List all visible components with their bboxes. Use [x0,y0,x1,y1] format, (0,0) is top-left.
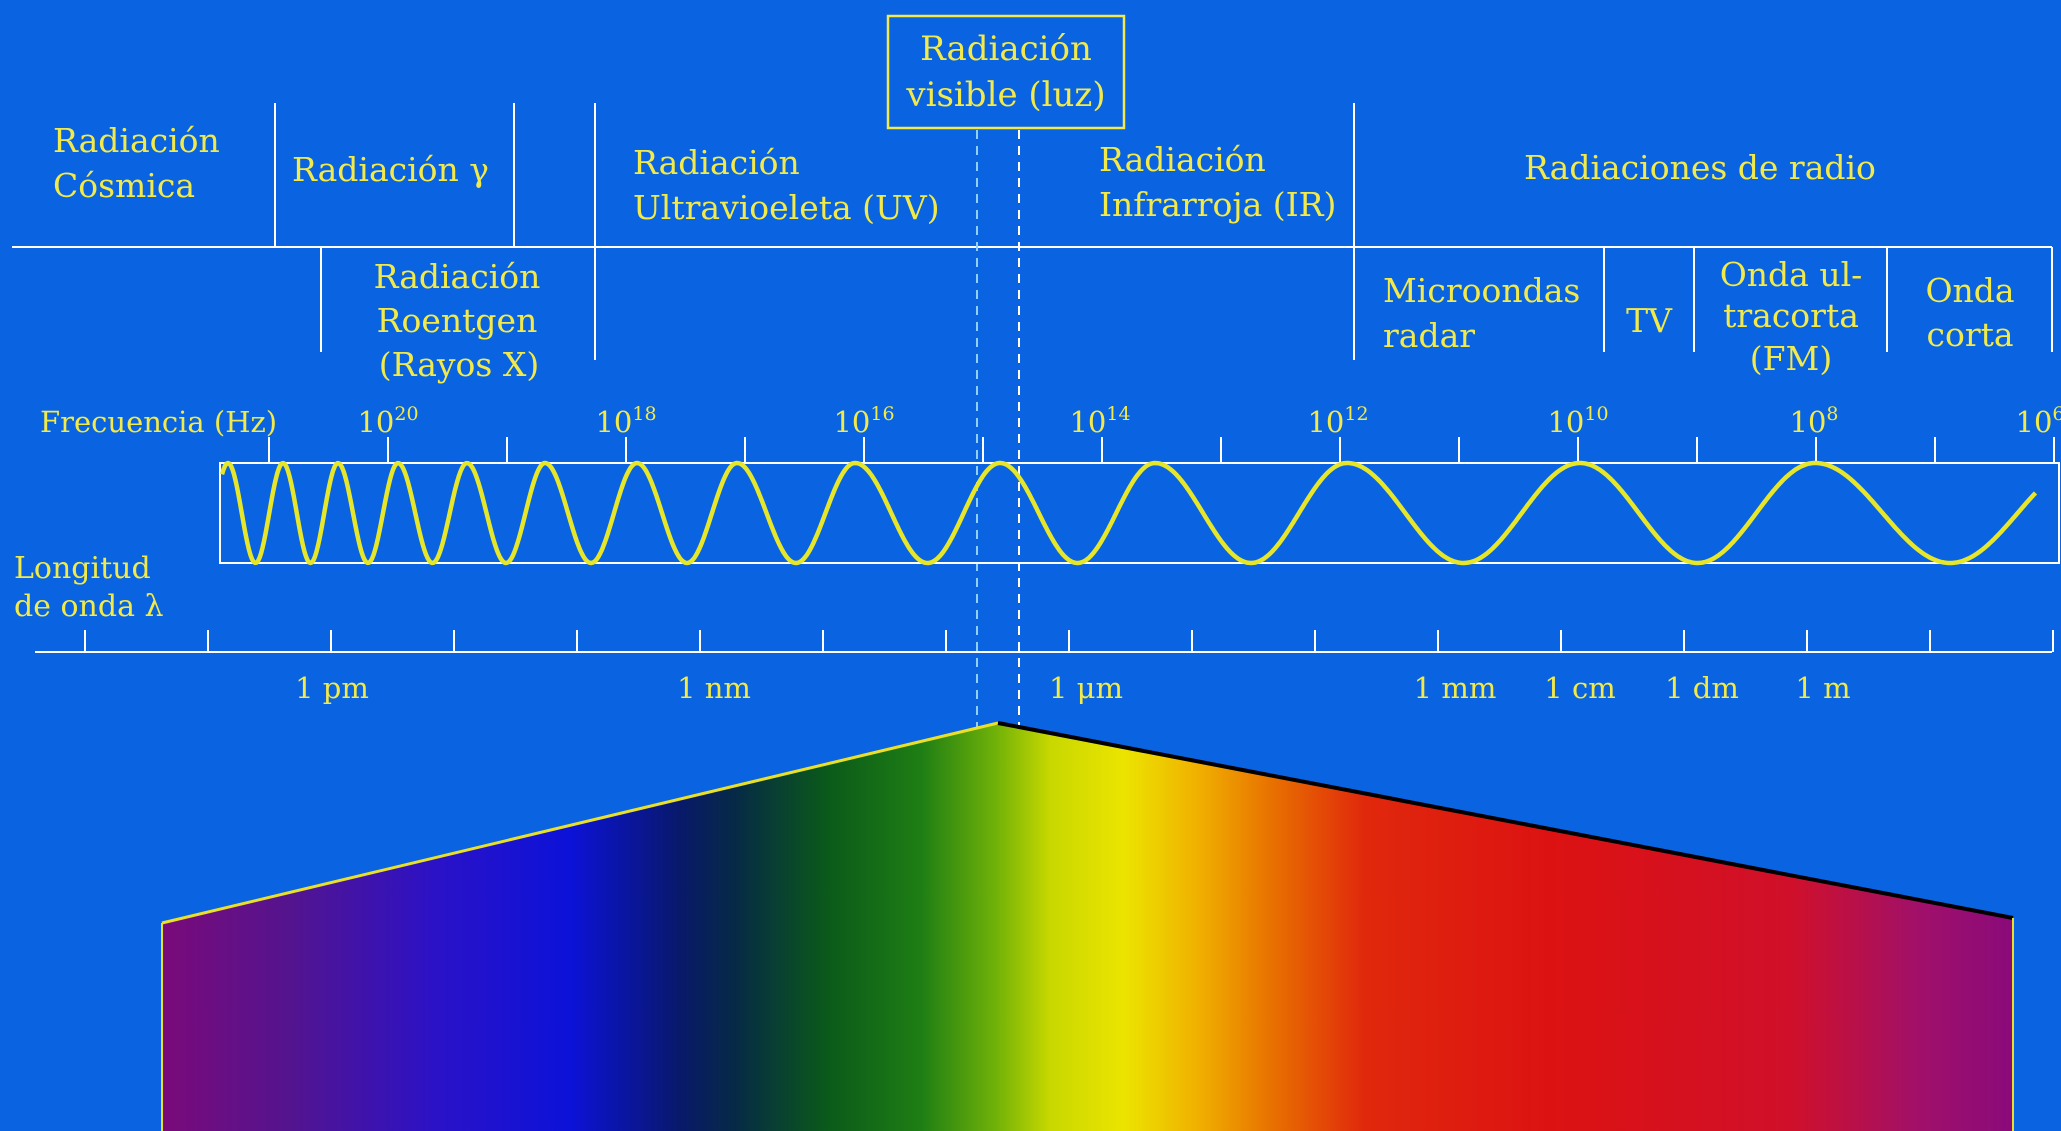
frequency-tick-label: 1018 [595,403,656,439]
frequency-tick-labels: 1020 1018 1016 1014 1012 1010 108 106 [357,403,2061,439]
frequency-axis-label: Frecuencia (Hz) [40,405,277,439]
visible-spectrum-band [162,723,2013,1131]
fm-label-line1: Onda ul- [1720,255,1863,294]
spectrum-edge-left [161,721,999,925]
wavelength-label-line1: Longitud [14,551,151,586]
frequency-tick-label: 1016 [833,403,894,439]
frequency-tick-exponent: 12 [1344,403,1368,425]
frequency-tick-label: 1014 [1069,403,1130,439]
wave-box [219,462,2060,564]
wavelength-tick-label: 1 m [1795,671,1850,705]
wavelength-tick-label: 1 mm [1414,671,1497,705]
fm-label-line2: tracorta [1723,296,1859,335]
visible-box-line1: Radiación [920,29,1092,69]
frequency-tick-label: 108 [1790,403,1839,439]
frequency-tick-base: 10 [1069,405,1106,439]
wavelength-tick-marks [84,630,2054,652]
microwave-label-line1: Microondas [1383,271,1580,310]
shortwave-label-line2: corta [1926,315,2013,354]
frequency-tick-exponent: 10 [1584,403,1608,425]
xray-label-line3: (Rayos X) [379,345,539,384]
frequency-tick-marks [268,437,2055,463]
cosmic-label-line2: Cósmica [53,166,195,205]
fm-label-line3: (FM) [1750,339,1832,378]
frequency-tick-exponent: 16 [870,403,894,425]
frequency-tick-exponent: 6 [2052,403,2061,425]
frequency-tick-base: 10 [1790,405,1827,439]
frequency-tick-label: 1020 [357,403,418,439]
ir-label-line2: Infrarroja (IR) [1099,185,1336,224]
xray-label-line2: Roentgen [377,301,538,340]
cosmic-label-line1: Radiación [53,121,220,160]
uv-label-line1: Radiación [633,143,800,182]
spectrum-edge-right [997,721,2014,920]
visible-light-box [886,14,1126,130]
wavelength-tick-label: 1 μm [1049,671,1123,705]
band-dividers [12,103,2053,360]
frequency-tick-label: 1010 [1547,403,1608,439]
wavelength-label-line2: de onda λ [14,589,164,624]
wavelength-tick-label: 1 nm [677,671,751,705]
gamma-label: Radiación γ [292,150,489,189]
ir-label-line1: Radiación [1099,140,1266,179]
frequency-tick-exponent: 18 [632,403,656,425]
wavelength-tick-label: 1 dm [1665,671,1739,705]
frequency-tick-label: 1012 [1307,403,1368,439]
frequency-tick-exponent: 14 [1106,403,1130,425]
xray-label-line1: Radiación [374,257,541,296]
frequency-tick-exponent: 20 [394,403,418,425]
wave-curve [219,460,2038,566]
microwave-label-line2: radar [1383,316,1475,355]
frequency-tick-label: 106 [2016,403,2061,439]
wavelength-tick-label: 1 pm [295,671,369,705]
frequency-tick-base: 10 [1547,405,1584,439]
shortwave-label-line1: Onda [1925,271,2014,310]
radio-label: Radiaciones de radio [1524,148,1876,187]
frequency-tick-base: 10 [2016,405,2053,439]
frequency-tick-exponent: 8 [1826,403,1838,425]
frequency-tick-base: 10 [357,405,394,439]
visible-range-markers [976,130,1020,728]
wavelength-tick-labels: 1 pm 1 nm 1 μm 1 mm 1 cm 1 dm 1 m [295,671,1850,705]
uv-label-line2: Ultravioeleta (UV) [633,188,940,227]
frequency-tick-base: 10 [833,405,870,439]
frequency-tick-base: 10 [595,405,632,439]
wavelength-tick-label: 1 cm [1544,671,1615,705]
tv-label: TV [1626,301,1673,340]
frequency-tick-base: 10 [1307,405,1344,439]
visible-box-line2: visible (luz) [905,75,1105,115]
